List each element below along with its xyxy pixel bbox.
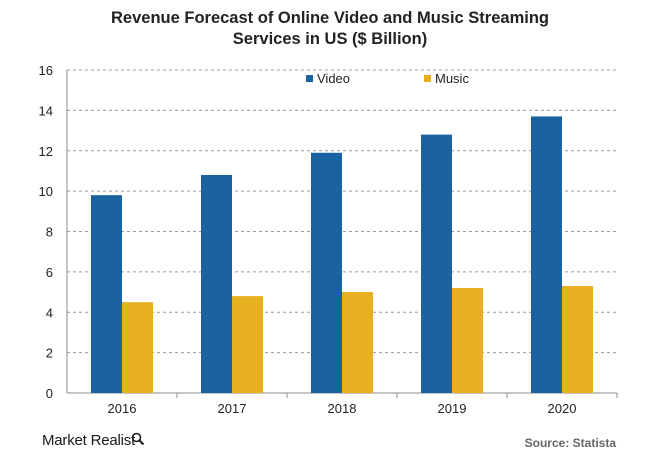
legend-swatch-music	[424, 75, 431, 82]
y-tick-label: 14	[39, 103, 53, 118]
y-tick-label: 16	[39, 63, 53, 78]
y-tick-label: 12	[39, 144, 53, 159]
legend-label-music: Music	[435, 71, 469, 86]
y-tick-label: 4	[46, 305, 53, 320]
brand-name: Market Realist	[42, 432, 136, 449]
x-tick-label: 2019	[438, 401, 467, 416]
y-tick-label: 10	[39, 184, 53, 199]
source-note: Source: Statista	[524, 436, 616, 450]
bar-video	[421, 134, 452, 393]
legend-swatch-video	[306, 75, 313, 82]
bar-music	[122, 302, 153, 393]
legend-label-video: Video	[317, 71, 350, 86]
bar-video	[311, 152, 342, 393]
bar-music	[232, 296, 263, 393]
bar-music	[342, 292, 373, 393]
x-tick-label: 2018	[328, 401, 357, 416]
bar-music	[562, 286, 593, 393]
bar-video	[91, 195, 122, 393]
x-tick-label: 2016	[108, 401, 137, 416]
x-tick-label: 2017	[218, 401, 247, 416]
y-tick-label: 8	[46, 225, 53, 240]
y-tick-label: 6	[46, 265, 53, 280]
chart-title: Revenue Forecast of Online Video and Mus…	[0, 8, 660, 50]
chart-title-line-2: Services in US ($ Billion)	[232, 30, 428, 48]
chart-title-line-1: Revenue Forecast of Online Video and Mus…	[111, 9, 549, 27]
magnifier-icon	[131, 432, 145, 446]
y-tick-label: 0	[46, 386, 53, 401]
bar-video	[201, 174, 232, 393]
bar-music	[452, 288, 483, 393]
bar-video	[531, 116, 562, 394]
y-tick-label: 2	[46, 346, 53, 361]
x-tick-label: 2020	[548, 401, 577, 416]
